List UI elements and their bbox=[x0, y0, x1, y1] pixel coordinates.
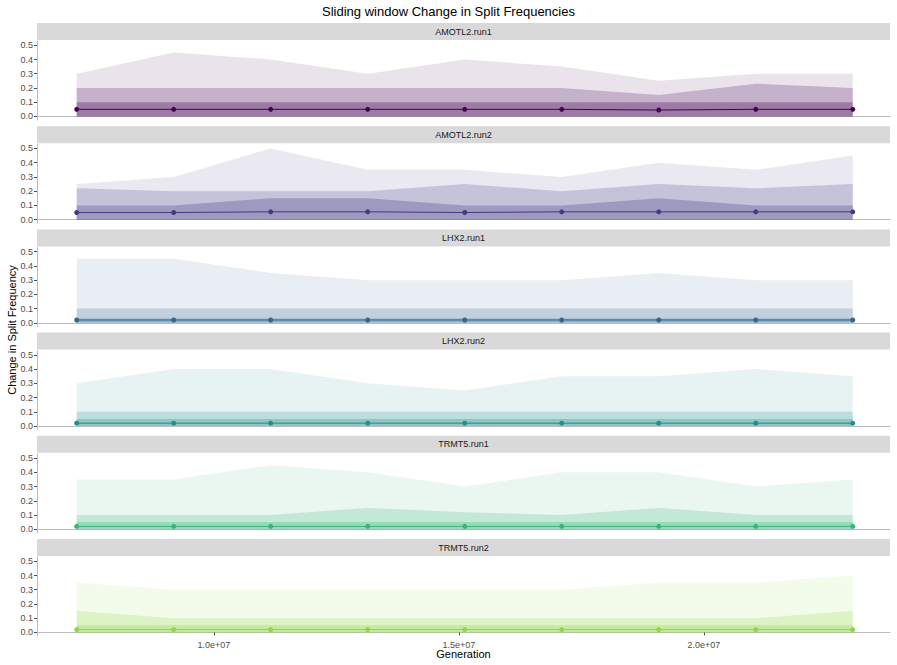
svg-text:Sliding window Change in Split: Sliding window Change in Split Frequenci… bbox=[322, 4, 575, 19]
svg-text:2.0e+07: 2.0e+07 bbox=[687, 640, 720, 650]
svg-text:0.0: 0.0 bbox=[20, 215, 33, 225]
svg-text:0.0: 0.0 bbox=[20, 111, 33, 121]
svg-text:1.0e+07: 1.0e+07 bbox=[197, 640, 230, 650]
svg-text:0.0: 0.0 bbox=[20, 318, 33, 328]
svg-text:0.4: 0.4 bbox=[20, 158, 33, 168]
svg-text:0.1: 0.1 bbox=[20, 407, 33, 417]
svg-text:0.1: 0.1 bbox=[20, 510, 33, 520]
svg-text:LHX2.run1: LHX2.run1 bbox=[442, 233, 485, 243]
svg-text:0.5: 0.5 bbox=[20, 350, 33, 360]
svg-text:0.2: 0.2 bbox=[20, 83, 33, 93]
svg-text:0.4: 0.4 bbox=[20, 571, 33, 581]
svg-text:0.0: 0.0 bbox=[20, 421, 33, 431]
svg-text:0.2: 0.2 bbox=[20, 496, 33, 506]
svg-text:0.5: 0.5 bbox=[20, 556, 33, 566]
svg-text:0.2: 0.2 bbox=[20, 289, 33, 299]
svg-text:0.2: 0.2 bbox=[20, 393, 33, 403]
svg-text:AMOTL2.run2: AMOTL2.run2 bbox=[435, 130, 492, 140]
svg-text:0.3: 0.3 bbox=[20, 482, 33, 492]
svg-text:0.4: 0.4 bbox=[20, 364, 33, 374]
svg-text:TRMT5.run2: TRMT5.run2 bbox=[438, 543, 489, 553]
svg-text:0.3: 0.3 bbox=[20, 275, 33, 285]
svg-text:0.3: 0.3 bbox=[20, 69, 33, 79]
svg-text:0.1: 0.1 bbox=[20, 200, 33, 210]
svg-text:0.2: 0.2 bbox=[20, 186, 33, 196]
svg-text:0.2: 0.2 bbox=[20, 599, 33, 609]
svg-text:0.5: 0.5 bbox=[20, 40, 33, 50]
svg-text:Change in Split Frequency: Change in Split Frequency bbox=[6, 265, 18, 395]
svg-text:1.5e+07: 1.5e+07 bbox=[442, 640, 475, 650]
svg-text:AMOTL2.run1: AMOTL2.run1 bbox=[435, 27, 492, 37]
svg-text:0.5: 0.5 bbox=[20, 143, 33, 153]
svg-text:0.3: 0.3 bbox=[20, 585, 33, 595]
svg-text:0.0: 0.0 bbox=[20, 524, 33, 534]
svg-text:0.0: 0.0 bbox=[20, 627, 33, 637]
svg-text:0.3: 0.3 bbox=[20, 172, 33, 182]
svg-text:TRMT5.run1: TRMT5.run1 bbox=[438, 439, 489, 449]
svg-text:0.1: 0.1 bbox=[20, 304, 33, 314]
svg-text:0.3: 0.3 bbox=[20, 378, 33, 388]
svg-text:0.5: 0.5 bbox=[20, 453, 33, 463]
svg-text:0.1: 0.1 bbox=[20, 613, 33, 623]
svg-text:0.1: 0.1 bbox=[20, 97, 33, 107]
svg-text:0.4: 0.4 bbox=[20, 467, 33, 477]
svg-text:0.5: 0.5 bbox=[20, 247, 33, 257]
svg-text:LHX2.run2: LHX2.run2 bbox=[442, 336, 485, 346]
svg-text:0.4: 0.4 bbox=[20, 55, 33, 65]
svg-text:Generation: Generation bbox=[436, 648, 490, 660]
svg-text:0.4: 0.4 bbox=[20, 261, 33, 271]
